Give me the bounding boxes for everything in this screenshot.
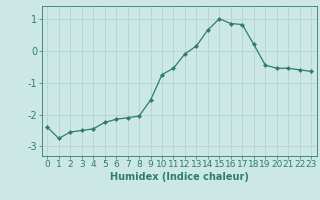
X-axis label: Humidex (Indice chaleur): Humidex (Indice chaleur) — [110, 172, 249, 182]
